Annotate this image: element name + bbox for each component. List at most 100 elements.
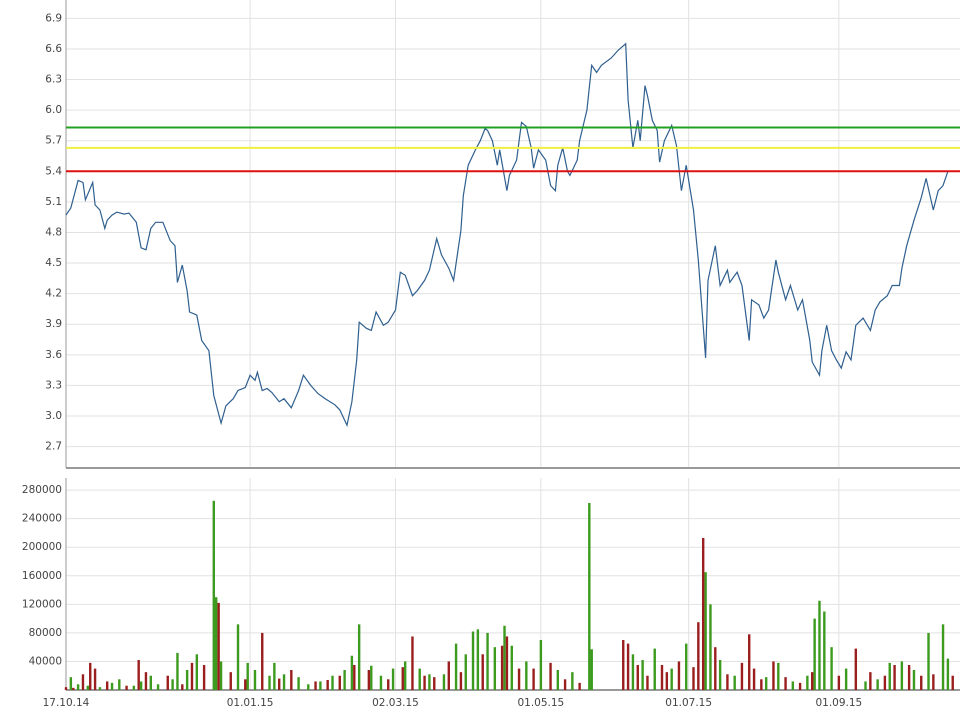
volume-bar (105, 681, 109, 690)
volume-bar (411, 636, 414, 690)
volume-bar (69, 677, 73, 690)
volume-bar (951, 675, 954, 690)
y-tick-label: 4.2 (45, 288, 62, 300)
volume-bar (357, 624, 361, 690)
volume-bar (837, 675, 841, 690)
y-tick-label: 5.7 (45, 135, 62, 147)
volume-bar (685, 643, 688, 690)
volume-bar (486, 632, 489, 690)
volume-bar (517, 668, 521, 690)
x-tick-label: 02.03.15 (372, 697, 419, 709)
volume-bar (212, 500, 215, 690)
volume-bar (236, 624, 240, 690)
y-tick-label: 3.3 (45, 379, 62, 391)
volume-bar (72, 687, 75, 690)
volume-bar (464, 654, 467, 690)
volume-bar (883, 675, 887, 690)
volume-bar (670, 668, 673, 690)
volume-bar (641, 660, 644, 690)
volume-bar (505, 636, 509, 690)
volume-bar (379, 675, 383, 690)
volume-bar (760, 679, 763, 690)
volume-bar (748, 634, 751, 690)
volume-bar (692, 667, 695, 690)
y-tick-label: 5.4 (45, 165, 62, 177)
y-tick-label: 6.0 (45, 104, 62, 116)
y-tick-label: 3.6 (45, 349, 62, 361)
y-tick-label: 4.5 (45, 257, 62, 269)
volume-bar (433, 677, 436, 690)
volume-bar (391, 668, 395, 690)
y-tick-label: 4.8 (45, 226, 62, 238)
volume-bar (428, 674, 431, 690)
volume-bar (447, 661, 450, 690)
volume-bar (636, 665, 639, 690)
y-tick-label: 6.6 (45, 43, 62, 55)
volume-bar (660, 665, 664, 690)
volume-bar (229, 672, 232, 690)
volume-bar (98, 687, 102, 690)
y-tick-label: 3.0 (45, 410, 62, 422)
volume-bar (798, 682, 802, 690)
volume-bar (590, 649, 593, 690)
volume-bar (539, 640, 543, 690)
volume-bar (176, 652, 179, 690)
volume-bar (401, 667, 404, 690)
volume-bar (326, 680, 329, 690)
volume-bar (813, 618, 816, 690)
volume-bar (244, 679, 247, 690)
volume-bar (476, 629, 480, 690)
y-tick-label: 120000 (22, 598, 62, 610)
volume-bar (343, 670, 346, 690)
volume-bar (784, 677, 787, 690)
y-tick-label: 240000 (22, 513, 62, 525)
volume-bar (139, 681, 143, 690)
volume-bar (920, 675, 923, 690)
volume-bar (556, 670, 560, 690)
volume-bar (190, 662, 194, 690)
volume-bar (740, 662, 744, 690)
volume-bar (927, 632, 930, 690)
volume-bar (525, 661, 528, 690)
volume-bar (811, 672, 814, 690)
volume-bar (764, 677, 768, 690)
volume-bar (563, 679, 567, 690)
price-line (65, 42, 949, 428)
volume-bar (181, 684, 184, 690)
volume-bar (459, 672, 463, 690)
volume-bar (338, 675, 341, 690)
volume-bar (772, 661, 775, 690)
volume-bar (76, 684, 80, 690)
volume-bar (132, 685, 136, 690)
volume-bar (646, 675, 649, 690)
y-tick-label: 3.9 (45, 318, 62, 330)
x-tick-label: 01.01.15 (227, 697, 274, 709)
volume-bar (876, 679, 879, 690)
y-tick-label: 6.9 (45, 12, 62, 24)
volume-bar (571, 672, 574, 690)
volume-bar (314, 681, 317, 690)
volume-bar (454, 643, 458, 690)
volume-bar (532, 668, 535, 690)
volume-bar (869, 672, 872, 690)
volume-bar (290, 670, 293, 690)
volume-bar (830, 647, 833, 690)
volume-bar (86, 685, 90, 690)
volume-bar (907, 665, 911, 690)
volume-bar (387, 679, 390, 690)
volume-bar (510, 645, 513, 690)
volume-bar (806, 675, 809, 690)
volume-bar (864, 681, 867, 690)
volume-bar (219, 661, 223, 690)
volume-bar (709, 604, 712, 690)
volume-bar (246, 662, 249, 690)
volume-bar (900, 661, 904, 690)
volume-bar (268, 675, 271, 690)
x-tick-label: 01.05.15 (517, 697, 564, 709)
y-tick-label: 280000 (22, 484, 62, 496)
volume-bar (704, 572, 707, 690)
volume-bar (261, 632, 264, 690)
volume-bar (726, 674, 729, 690)
volume-bar (471, 631, 475, 690)
